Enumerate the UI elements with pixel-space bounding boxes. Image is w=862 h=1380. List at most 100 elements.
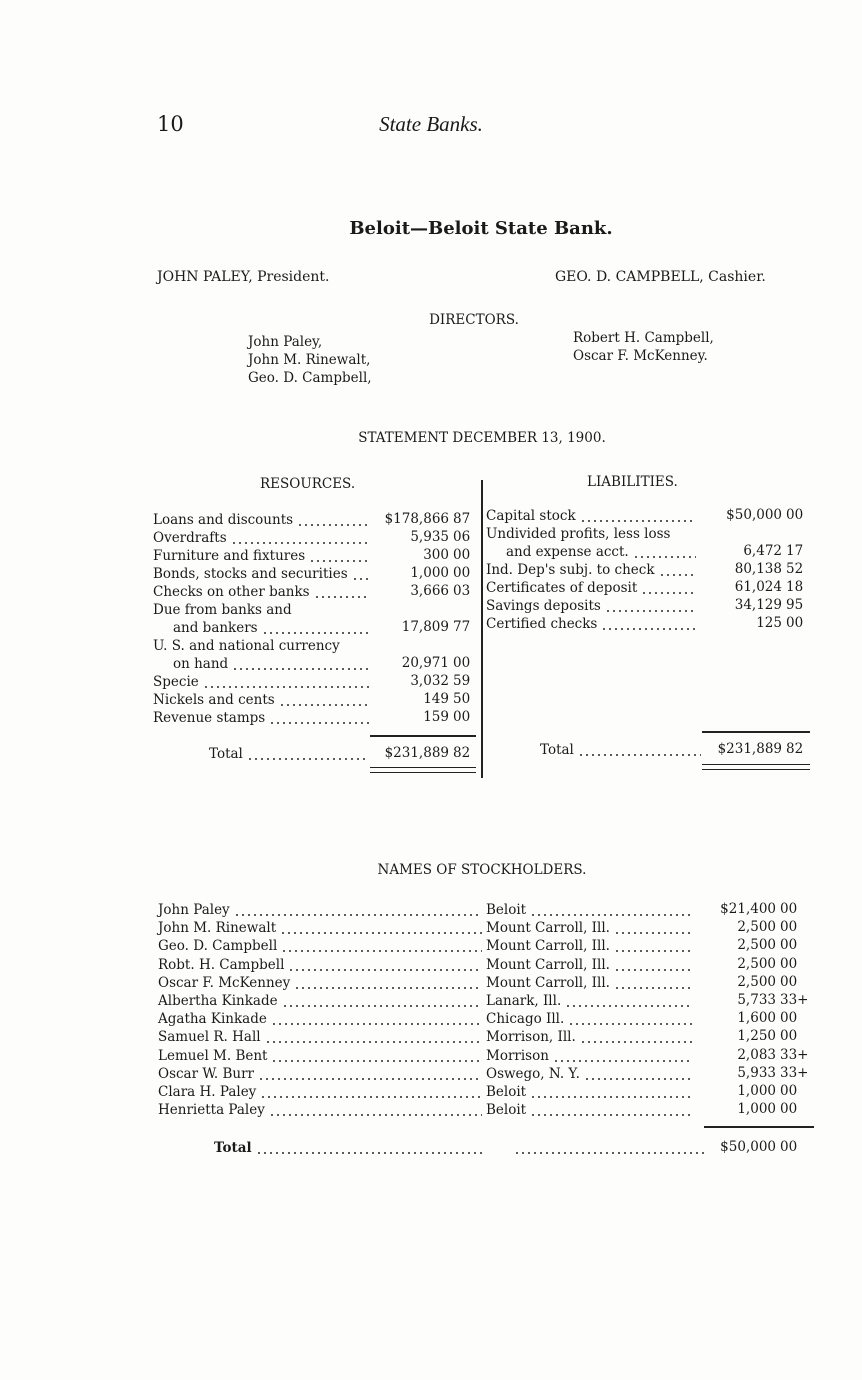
amount-cents: 00 [780,1010,798,1027]
amount-dollars: $50,000 [720,1139,776,1155]
amount-dollars: 2,500 [737,973,776,990]
dot-leader [579,507,696,525]
directors-heading: DIRECTORS. [429,312,519,328]
amount-cents: 00 [786,615,804,631]
dot-leader [670,525,700,543]
amount-dollars: 149 [423,691,449,707]
stockholder-residence-row: Mount Carroll, Ill. [486,955,696,974]
dot-leader [278,691,369,709]
row-label: Due from banks and [153,602,292,618]
row-label: Furniture and fixtures [153,548,306,564]
liabilities-total-rule [702,731,810,733]
amount-dollars: 1,000 [737,1101,776,1118]
amount-cents: 95 [786,597,804,613]
dot-leader [294,973,482,992]
stockholder-residence: Beloit [486,1084,527,1100]
dot-leader [613,919,692,938]
stockholder-row: Robt. H. Campbell [158,955,486,974]
director-name: John Paley, [248,334,323,350]
ledger-row: Loans and discounts [153,511,373,529]
stockholder-residence-row: Mount Carroll, Ill. [486,919,696,938]
ledger-row: and expense acct. [486,543,700,561]
dot-leader [568,1010,692,1029]
page-number: 10 [157,112,184,136]
dot-leader [613,937,692,956]
amount-dollars: 1,600 [737,1010,776,1027]
bank-title: Beloit—Beloit State Bank. [349,218,613,239]
ledger-row: Capital stock [486,507,700,525]
amount-dollars: 3,032 [410,673,449,689]
resources-total-row: Total [209,745,373,763]
ledger-row: Undivided profits, less loss [486,525,700,543]
stockholder-residence: Oswego, N. Y. [486,1065,580,1082]
stockholder-residence: Mount Carroll, Ill. [486,974,610,991]
dot-leader [613,973,692,992]
ledger-row: Nickels and cents [153,691,373,709]
amount-dollars: 1,250 [737,1028,776,1045]
stockholder-row: Henrietta Paley [158,1101,486,1120]
stockholder-row: Samuel R. Hall [158,1028,486,1047]
amount-cents: 00 [780,1083,798,1099]
amount-cents: 00 [780,973,798,990]
resources-total-rule [370,735,476,737]
president: JOHN PALEY, President. [157,269,330,285]
dot-leader [340,637,373,655]
stockholder-row: John Paley [158,901,486,919]
stockholder-residence: Beloit [486,902,527,918]
stockholder-name: Geo. D. Campbell [158,938,278,955]
row-label: Certified checks [486,616,598,632]
row-label: and bankers [173,620,258,636]
amount-dollars: 125 [756,615,782,631]
amount-cents: 17 [786,543,804,559]
liabilities-total-row: Total [540,741,705,759]
amount-dollars: 6,472 [743,543,782,559]
ledger-row: Certificates of deposit [486,579,700,597]
dot-leader [246,745,369,763]
total-label: Total [540,742,574,758]
amount-cents: 33+ [780,992,809,1008]
dot-leader [641,579,696,597]
stockholder-name: Oscar F. McKenney [158,974,291,991]
amount-dollars: 3,666 [410,583,449,599]
stockholder-row: Agatha Kinkade [158,1010,486,1029]
amount-cents: 18 [786,579,804,595]
dot-leader [233,901,482,919]
director-name: John M. Rinewalt, [248,352,371,368]
resources-double-rule [370,767,476,773]
stockholder-row: Oscar F. McKenney [158,973,486,992]
stockholder-name: Lemuel M. Bent [158,1047,268,1064]
amount-dollars: 2,500 [737,919,776,936]
amount-cents: 82 [786,741,804,757]
dot-leader [514,1139,704,1157]
stockholder-name: John M. Rinewalt [158,920,277,937]
stockholder-name: Robt. H. Campbell [158,956,285,973]
stockholder-residence-row: Beloit [486,1083,696,1101]
liabilities-heading: LIABILITIES. [587,474,678,490]
ledger-row: Bonds, stocks and securities [153,565,373,583]
dot-leader [271,1046,482,1065]
stockholder-name: Oscar W. Burr [158,1065,254,1082]
amount-cents: 00 [453,565,471,581]
amount-cents: 82 [453,745,471,761]
row-label: Overdrafts [153,530,227,546]
row-label: Loans and discounts [153,512,294,528]
dot-leader [601,615,696,633]
dot-leader [230,529,369,547]
stockholder-name: Agatha Kinkade [158,1011,267,1028]
ledger-row: Furniture and fixtures [153,547,373,565]
director-name: Oscar F. McKenney. [573,348,708,364]
amount-dollars: 5,733 [737,992,776,1008]
row-label: Undivided profits, less loss [486,526,671,542]
dot-leader [264,1028,482,1047]
amount-cents: 00 [453,709,471,725]
dot-leader [297,511,369,529]
stockholder-row: Albertha Kinkade [158,992,486,1010]
dot-leader [257,1064,482,1083]
dot-leader [351,565,369,583]
amount-cents: 00 [780,937,798,954]
amount-dollars: 20,971 [401,655,449,671]
amount-dollars: 300 [423,547,449,563]
amount-dollars: 17,809 [401,619,449,635]
amount-dollars: 2,500 [737,955,776,972]
